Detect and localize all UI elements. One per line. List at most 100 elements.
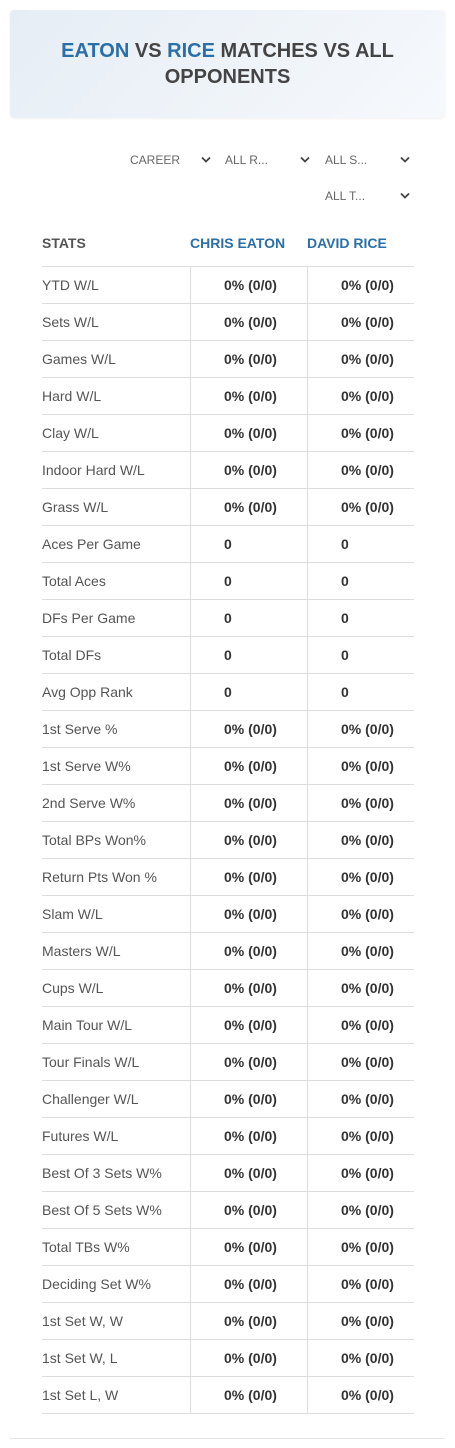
chevron [400, 192, 410, 199]
stat-value: 0% (0/0) [307, 748, 414, 784]
stat-value: 0% (0/0) [307, 1007, 414, 1043]
table-row: Total TBs W% 0% (0/0) 0% (0/0) [42, 1228, 414, 1265]
stat-value: 0% (0/0) [190, 1081, 307, 1117]
stat-value: 0% (0/0) [190, 378, 307, 414]
stat-label: Cups W/L [42, 980, 104, 996]
stat-value: 0% (0/0) [307, 970, 414, 1006]
table-row: Total DFs 0 0 [42, 636, 414, 673]
stat-label: Return Pts Won % [42, 869, 157, 885]
table-row: Return Pts Won % 0% (0/0) 0% (0/0) [42, 858, 414, 895]
stat-label: Hard W/L [42, 388, 102, 404]
stat-value: 0 [190, 526, 307, 562]
stat-label: Futures W/L [42, 1128, 119, 1144]
dropdown[interactable]: ALL T... [325, 186, 410, 206]
stat-value: 0% (0/0) [190, 1007, 307, 1043]
stat-label: 1st Set W, W [42, 1313, 123, 1329]
stat-value: 0% (0/0) [190, 785, 307, 821]
player-name: EATON [61, 40, 130, 62]
stat-value: 0% (0/0) [307, 1229, 414, 1265]
dropdown-label: ALL R... [225, 153, 268, 167]
dropdown[interactable]: ALL S... [325, 150, 410, 170]
column-header: STATS [42, 235, 86, 251]
stat-value: 0% (0/0) [190, 341, 307, 377]
column-header: DAVID RICE [307, 235, 387, 251]
stat-value: 0% (0/0) [190, 711, 307, 747]
table-row: Avg Opp Rank 0 0 [42, 673, 414, 710]
stats-table: STATS CHRIS EATON DAVID RICE YTD W/L 0% (0/0… [42, 220, 414, 1414]
stat-value: 0% (0/0) [307, 1155, 414, 1191]
stat-value: 0% (0/0) [307, 1192, 414, 1228]
chevron [201, 156, 211, 163]
stat-value: 0% (0/0) [190, 748, 307, 784]
stat-value: 0% (0/0) [190, 489, 307, 525]
stat-label: Best Of 3 Sets W% [42, 1165, 162, 1181]
title-rest: MATCHES VS ALL OPPONENTS [164, 40, 394, 88]
stat-label: Best Of 5 Sets W% [42, 1202, 162, 1218]
table-row: Grass W/L 0% (0/0) 0% (0/0) [42, 488, 414, 525]
stat-label: Sets W/L [42, 314, 99, 330]
stat-label: Avg Opp Rank [42, 684, 133, 700]
stat-label: Total DFs [42, 647, 102, 663]
dropdown-label: ALL T... [325, 189, 366, 203]
table-row: Challenger W/L 0% (0/0) 0% (0/0) [42, 1080, 414, 1117]
table-row: 1st Set W, W 0% (0/0) 0% (0/0) [42, 1302, 414, 1339]
stat-value: 0% (0/0) [190, 415, 307, 451]
stat-label: Indoor Hard W/L [42, 462, 145, 478]
table-row: Tour Finals W/L 0% (0/0) 0% (0/0) [42, 1043, 414, 1080]
stat-value: 0% (0/0) [190, 1340, 307, 1376]
chevron [400, 156, 410, 163]
stat-label: Games W/L [42, 351, 116, 367]
column-header: CHRIS EATON [190, 235, 286, 251]
stat-label: DFs Per Game [42, 610, 136, 626]
stat-value: 0% (0/0) [190, 304, 307, 340]
stat-value: 0% (0/0) [307, 785, 414, 821]
stat-value: 0% (0/0) [307, 1044, 414, 1080]
table-row: YTD W/L 0% (0/0) 0% (0/0) [42, 266, 414, 303]
stat-label: Masters W/L [42, 943, 121, 959]
stat-value: 0% (0/0) [307, 378, 414, 414]
table-header: STATS CHRIS EATON DAVID RICE [42, 220, 414, 266]
stat-value: 0% (0/0) [307, 341, 414, 377]
stat-value: 0% (0/0) [190, 933, 307, 969]
stat-label: Main Tour W/L [42, 1017, 132, 1033]
divider [10, 1438, 445, 1439]
stat-value: 0% (0/0) [307, 489, 414, 525]
stat-label: Deciding Set W% [42, 1276, 151, 1292]
stat-label: 1st Set W, L [42, 1350, 118, 1366]
dropdown[interactable]: CAREER [130, 150, 211, 170]
table-row: 1st Set L, W 0% (0/0) 0% (0/0) [42, 1376, 414, 1414]
player-name: RICE [167, 40, 215, 62]
stat-label: YTD W/L [42, 277, 99, 293]
stat-value: 0% (0/0) [307, 822, 414, 858]
stat-value: 0% (0/0) [190, 970, 307, 1006]
stat-value: 0% (0/0) [307, 267, 414, 303]
stat-value: 0% (0/0) [190, 267, 307, 303]
stat-value: 0% (0/0) [190, 822, 307, 858]
dropdown[interactable]: ALL R... [225, 150, 310, 170]
table-row: Clay W/L 0% (0/0) 0% (0/0) [42, 414, 414, 451]
table-row: Indoor Hard W/L 0% (0/0) 0% (0/0) [42, 451, 414, 488]
stat-value: 0% (0/0) [190, 1192, 307, 1228]
stat-label: Total Aces [42, 573, 106, 589]
table-row: DFs Per Game 0 0 [42, 599, 414, 636]
table-row: Best Of 5 Sets W% 0% (0/0) 0% (0/0) [42, 1191, 414, 1228]
table-row: 1st Serve W% 0% (0/0) 0% (0/0) [42, 747, 414, 784]
stat-value: 0 [190, 637, 307, 673]
stat-value: 0 [190, 600, 307, 636]
table-row: Futures W/L 0% (0/0) 0% (0/0) [42, 1117, 414, 1154]
stat-value: 0 [307, 674, 414, 710]
stat-value: 0% (0/0) [307, 1266, 414, 1302]
stat-value: 0% (0/0) [307, 711, 414, 747]
stat-value: 0% (0/0) [190, 1155, 307, 1191]
stat-value: 0 [307, 563, 414, 599]
stat-value: 0% (0/0) [307, 1340, 414, 1376]
stat-value: 0 [190, 674, 307, 710]
stat-value: 0% (0/0) [190, 1229, 307, 1265]
table-row: Best Of 3 Sets W% 0% (0/0) 0% (0/0) [42, 1154, 414, 1191]
stat-value: 0% (0/0) [307, 896, 414, 932]
stat-value: 0% (0/0) [307, 933, 414, 969]
stat-label: 1st Serve W% [42, 758, 131, 774]
stat-value: 0% (0/0) [190, 896, 307, 932]
dropdown-label: ALL S... [325, 153, 368, 167]
stat-label: 2nd Serve W% [42, 795, 136, 811]
